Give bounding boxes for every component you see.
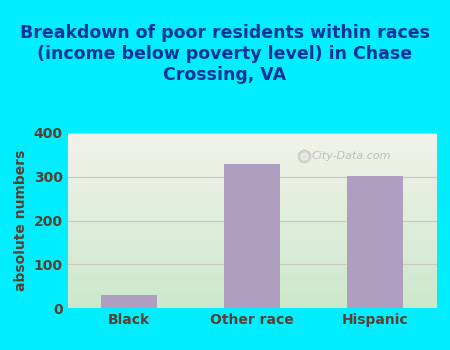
Y-axis label: absolute numbers: absolute numbers — [14, 150, 28, 291]
Text: City-Data.com: City-Data.com — [312, 151, 392, 161]
Bar — [347, 176, 403, 308]
Bar — [224, 164, 280, 308]
Bar — [101, 295, 157, 308]
Text: Breakdown of poor residents within races
(income below poverty level) in Chase
C: Breakdown of poor residents within races… — [20, 25, 430, 84]
